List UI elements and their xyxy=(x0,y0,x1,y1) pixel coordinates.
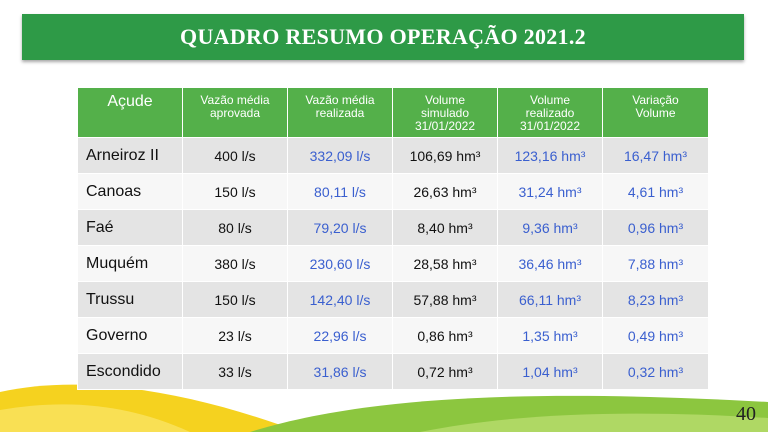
volume-realized: 9,36 hm³ xyxy=(497,209,603,246)
volume-variation: 16,47 hm³ xyxy=(602,137,709,174)
table-row: Governo 23 l/s 22,96 l/s 0,86 hm³ 1,35 hm³ 0,… xyxy=(77,317,709,354)
reservoir-name: Canoas xyxy=(77,173,183,210)
header-volume-realizado: Volume realizado 31/01/2022 xyxy=(497,87,603,138)
table-row: Trussu 150 l/s 142,40 l/s 57,88 hm³ 66,11 hm… xyxy=(77,281,709,318)
volume-variation: 8,23 hm³ xyxy=(602,281,709,318)
volume-simulated: 0,72 hm³ xyxy=(392,353,498,390)
flow-approved: 380 l/s xyxy=(182,245,288,282)
summary-table: Açude Vazão média aprovada Vazão média reali… xyxy=(77,87,709,390)
reservoir-name: Arneiroz II xyxy=(77,137,183,174)
volume-realized: 31,24 hm³ xyxy=(497,173,603,210)
table-body: Arneiroz II 400 l/s 332,09 l/s 106,69 hm³ 12… xyxy=(77,137,709,390)
table-row: Arneiroz II 400 l/s 332,09 l/s 106,69 hm³ 12… xyxy=(77,137,709,174)
volume-simulated: 8,40 hm³ xyxy=(392,209,498,246)
reservoir-name: Muquém xyxy=(77,245,183,282)
volume-realized: 1,35 hm³ xyxy=(497,317,603,354)
header-volume-simulado: Volume simulado 31/01/2022 xyxy=(392,87,498,138)
slide-title: QUADRO RESUMO OPERAÇÃO 2021.2 xyxy=(180,24,586,49)
volume-realized: 123,16 hm³ xyxy=(497,137,603,174)
table-row: Faé 80 l/s 79,20 l/s 8,40 hm³ 9,36 hm³ 0,96 h… xyxy=(77,209,709,246)
reservoir-name: Escondido xyxy=(77,353,183,390)
volume-simulated: 28,58 hm³ xyxy=(392,245,498,282)
flow-realized: 80,11 l/s xyxy=(287,173,393,210)
volume-variation: 7,88 hm³ xyxy=(602,245,709,282)
volume-simulated: 106,69 hm³ xyxy=(392,137,498,174)
volume-simulated: 57,88 hm³ xyxy=(392,281,498,318)
table-row: Escondido 33 l/s 31,86 l/s 0,72 hm³ 1,04 hm³… xyxy=(77,353,709,390)
reservoir-name: Trussu xyxy=(77,281,183,318)
title-banner: QUADRO RESUMO OPERAÇÃO 2021.2 xyxy=(22,14,744,60)
flow-realized: 79,20 l/s xyxy=(287,209,393,246)
flow-approved: 80 l/s xyxy=(182,209,288,246)
flow-approved: 400 l/s xyxy=(182,137,288,174)
flow-realized: 142,40 l/s xyxy=(287,281,393,318)
flow-realized: 31,86 l/s xyxy=(287,353,393,390)
volume-realized: 66,11 hm³ xyxy=(497,281,603,318)
table-row: Canoas 150 l/s 80,11 l/s 26,63 hm³ 31,24 hm³… xyxy=(77,173,709,210)
volume-realized: 36,46 hm³ xyxy=(497,245,603,282)
header-vazao-aprovada: Vazão média aprovada xyxy=(182,87,288,138)
table-row: Muquém 380 l/s 230,60 l/s 28,58 hm³ 36,46 hm… xyxy=(77,245,709,282)
page-number: 40 xyxy=(736,403,756,425)
flow-realized: 230,60 l/s xyxy=(287,245,393,282)
flow-approved: 150 l/s xyxy=(182,173,288,210)
header-acude: Açude xyxy=(77,87,183,138)
flow-approved: 33 l/s xyxy=(182,353,288,390)
volume-variation: 4,61 hm³ xyxy=(602,173,709,210)
header-variacao-volume: Variação Volume xyxy=(602,87,709,138)
flow-realized: 22,96 l/s xyxy=(287,317,393,354)
volume-variation: 0,96 hm³ xyxy=(602,209,709,246)
volume-simulated: 0,86 hm³ xyxy=(392,317,498,354)
reservoir-name: Faé xyxy=(77,209,183,246)
reservoir-name: Governo xyxy=(77,317,183,354)
header-vazao-realizada: Vazão média realizada xyxy=(287,87,393,138)
flow-approved: 23 l/s xyxy=(182,317,288,354)
flow-approved: 150 l/s xyxy=(182,281,288,318)
volume-simulated: 26,63 hm³ xyxy=(392,173,498,210)
volume-realized: 1,04 hm³ xyxy=(497,353,603,390)
volume-variation: 0,32 hm³ xyxy=(602,353,709,390)
header-row: Açude Vazão média aprovada Vazão média reali… xyxy=(77,87,709,138)
flow-realized: 332,09 l/s xyxy=(287,137,393,174)
volume-variation: 0,49 hm³ xyxy=(602,317,709,354)
